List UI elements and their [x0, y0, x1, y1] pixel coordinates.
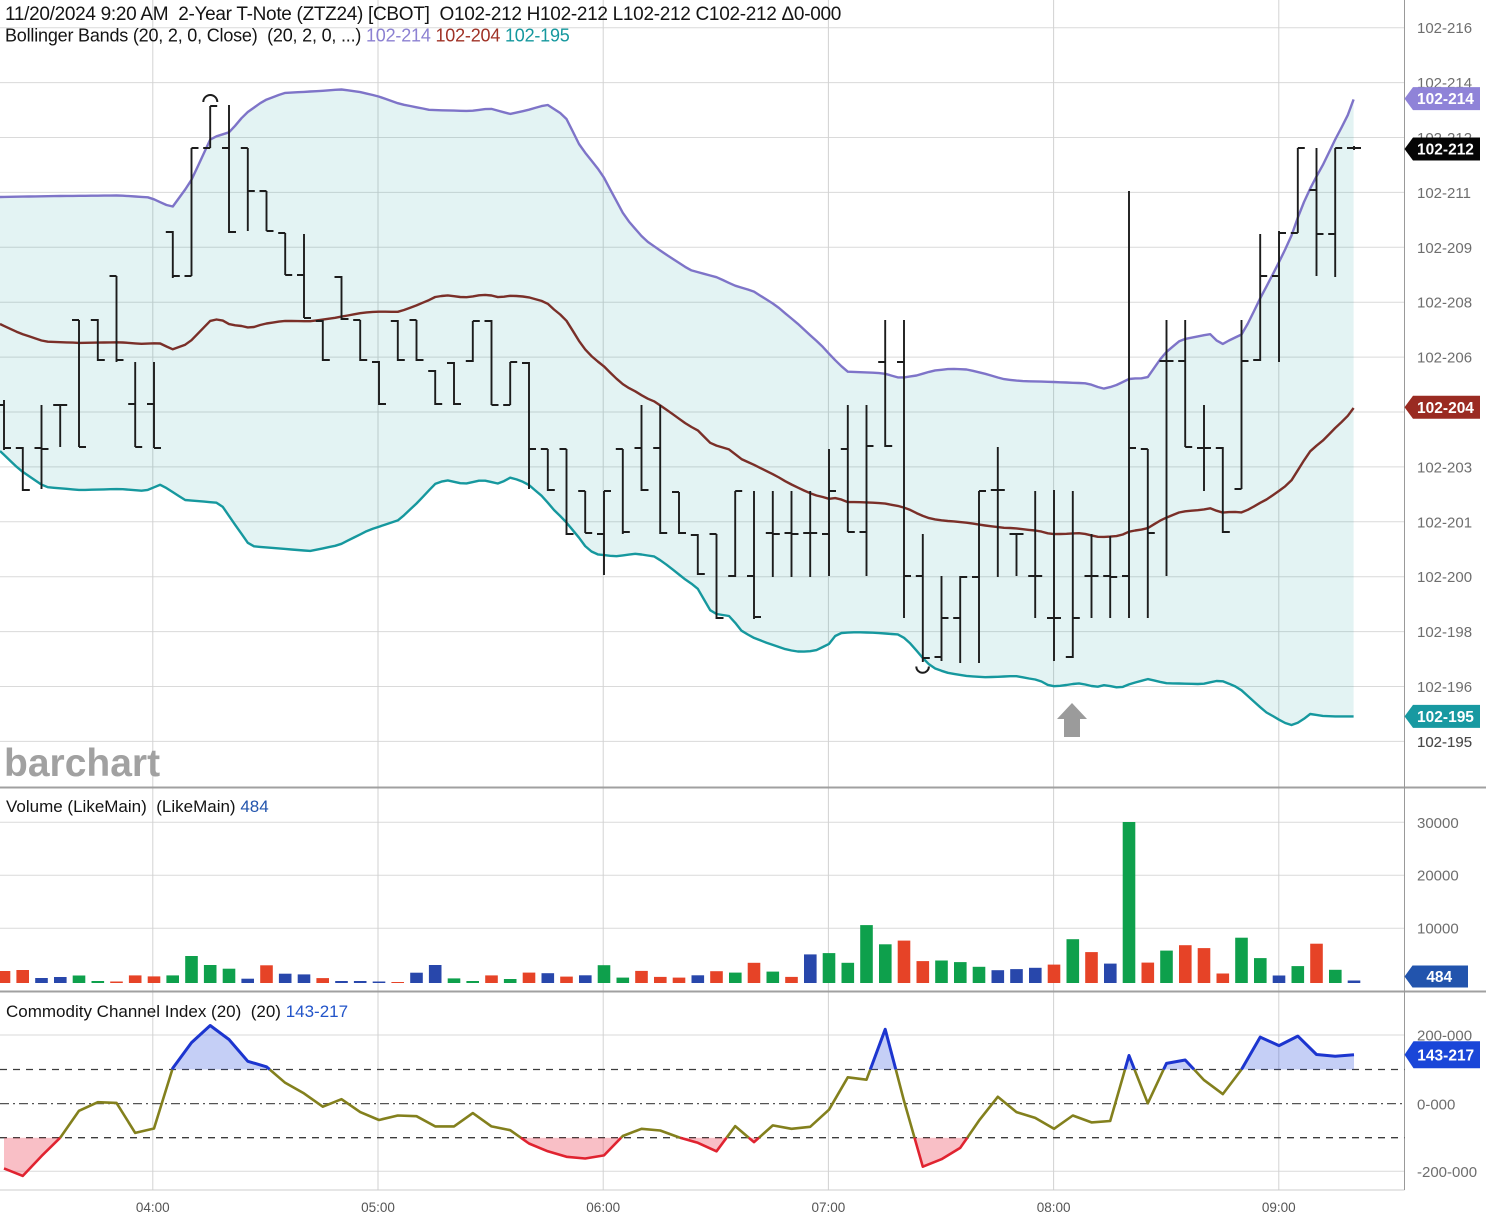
svg-text:barchart: barchart [4, 742, 160, 785]
svg-text:484: 484 [1426, 969, 1452, 986]
svg-text:102-200: 102-200 [1417, 569, 1472, 586]
svg-text:102-198: 102-198 [1417, 624, 1472, 641]
svg-text:04:00: 04:00 [136, 1200, 170, 1215]
svg-text:143-217: 143-217 [1417, 1047, 1474, 1064]
svg-text:102-204: 102-204 [1417, 400, 1474, 417]
svg-text:08:00: 08:00 [1037, 1200, 1071, 1215]
svg-text:Volume (LikeMain) (LikeMain): Volume (LikeMain) (LikeMain) 484 [6, 797, 269, 816]
svg-text:07:00: 07:00 [812, 1200, 846, 1215]
svg-text:102-196: 102-196 [1417, 679, 1472, 696]
svg-text:102-208: 102-208 [1417, 295, 1472, 312]
svg-text:06:00: 06:00 [586, 1200, 620, 1215]
svg-text:102-209: 102-209 [1417, 240, 1472, 257]
svg-text:102-212: 102-212 [1417, 142, 1474, 159]
svg-text:102-201: 102-201 [1417, 514, 1472, 531]
svg-text:05:00: 05:00 [361, 1200, 395, 1215]
svg-text:20000: 20000 [1417, 868, 1459, 885]
svg-text:200-000: 200-000 [1417, 1028, 1472, 1045]
svg-text:102-216: 102-216 [1417, 20, 1472, 37]
svg-text:102-203: 102-203 [1417, 459, 1472, 476]
svg-text:0-000: 0-000 [1417, 1097, 1455, 1114]
svg-text:102-195: 102-195 [1417, 734, 1472, 751]
svg-text:-200-000: -200-000 [1417, 1164, 1477, 1181]
svg-text:Bollinger Bands (20, 2, 0, Clo: Bollinger Bands (20, 2, 0, Close) (20, 2… [5, 26, 570, 46]
svg-text:102-211: 102-211 [1417, 185, 1471, 202]
svg-text:09:00: 09:00 [1262, 1200, 1296, 1215]
svg-text:102-206: 102-206 [1417, 350, 1472, 367]
svg-text:102-195: 102-195 [1417, 734, 1472, 751]
svg-text:11/20/2024 9:20 AM 2-Year T-N: 11/20/2024 9:20 AM 2-Year T-Note (ZTZ24)… [5, 4, 841, 25]
svg-text:10000: 10000 [1417, 921, 1459, 938]
svg-text:30000: 30000 [1417, 815, 1459, 832]
svg-text:Commodity Channel Index (20): Commodity Channel Index (20) (20) 143-21… [6, 1002, 348, 1021]
svg-text:102-195: 102-195 [1417, 709, 1474, 726]
svg-text:102-214: 102-214 [1417, 91, 1474, 108]
